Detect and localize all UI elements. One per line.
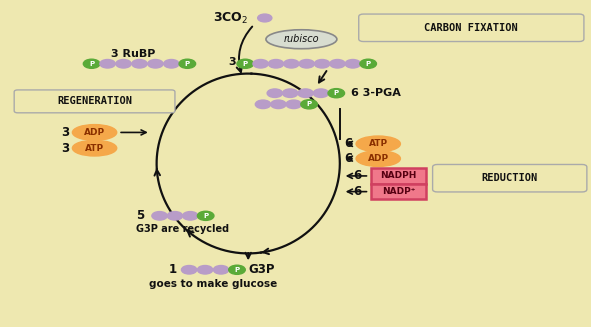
Text: 6: 6 bbox=[353, 185, 362, 198]
Circle shape bbox=[179, 59, 196, 68]
Circle shape bbox=[229, 265, 245, 274]
Circle shape bbox=[298, 89, 313, 97]
Text: REDUCTION: REDUCTION bbox=[482, 173, 538, 183]
Text: 6: 6 bbox=[345, 152, 353, 165]
Text: G3P: G3P bbox=[249, 263, 275, 276]
Text: goes to make glucose: goes to make glucose bbox=[149, 280, 277, 289]
Circle shape bbox=[267, 89, 282, 97]
Circle shape bbox=[345, 60, 361, 68]
Text: NADP⁺: NADP⁺ bbox=[382, 187, 415, 196]
Circle shape bbox=[164, 60, 179, 68]
Text: 3CO$_2$: 3CO$_2$ bbox=[213, 10, 248, 26]
Text: 3 RuBP: 3 RuBP bbox=[111, 49, 155, 59]
Text: rubisco: rubisco bbox=[284, 34, 319, 44]
Text: P: P bbox=[235, 267, 239, 273]
Text: 3: 3 bbox=[61, 142, 69, 155]
Circle shape bbox=[132, 60, 147, 68]
Circle shape bbox=[360, 59, 376, 68]
Text: P: P bbox=[307, 101, 311, 107]
Circle shape bbox=[197, 211, 214, 220]
Circle shape bbox=[83, 59, 100, 68]
Circle shape bbox=[314, 60, 330, 68]
Circle shape bbox=[253, 60, 268, 68]
Text: P: P bbox=[203, 213, 208, 219]
Circle shape bbox=[284, 60, 299, 68]
Text: P: P bbox=[243, 61, 248, 67]
Ellipse shape bbox=[266, 30, 337, 49]
Text: ATP: ATP bbox=[369, 139, 388, 148]
Text: 5: 5 bbox=[137, 209, 145, 222]
Text: 1: 1 bbox=[169, 263, 177, 276]
Text: P: P bbox=[366, 61, 371, 67]
Circle shape bbox=[116, 60, 131, 68]
Circle shape bbox=[152, 212, 167, 220]
Text: 6: 6 bbox=[345, 137, 353, 150]
Ellipse shape bbox=[73, 140, 116, 156]
Circle shape bbox=[237, 59, 254, 68]
Circle shape bbox=[301, 100, 317, 109]
Circle shape bbox=[282, 89, 298, 97]
Text: 3: 3 bbox=[61, 126, 69, 139]
Text: ATP: ATP bbox=[85, 144, 104, 153]
Text: 6: 6 bbox=[353, 169, 362, 182]
Ellipse shape bbox=[356, 151, 401, 166]
FancyBboxPatch shape bbox=[433, 164, 587, 192]
Text: CARBON FIXATION: CARBON FIXATION bbox=[424, 23, 518, 33]
Text: ADP: ADP bbox=[84, 128, 105, 137]
Text: P: P bbox=[334, 90, 339, 96]
Text: 6 3-PGA: 6 3-PGA bbox=[351, 88, 401, 98]
Circle shape bbox=[183, 212, 198, 220]
Circle shape bbox=[181, 266, 197, 274]
FancyBboxPatch shape bbox=[371, 168, 426, 184]
Circle shape bbox=[255, 100, 271, 109]
Circle shape bbox=[268, 60, 284, 68]
Text: G3P are recycled: G3P are recycled bbox=[136, 224, 229, 234]
FancyBboxPatch shape bbox=[14, 90, 175, 113]
Circle shape bbox=[167, 212, 183, 220]
Circle shape bbox=[148, 60, 163, 68]
FancyBboxPatch shape bbox=[359, 14, 584, 42]
FancyBboxPatch shape bbox=[371, 184, 426, 199]
Circle shape bbox=[328, 89, 345, 98]
Circle shape bbox=[299, 60, 314, 68]
Text: P: P bbox=[185, 61, 190, 67]
Text: P: P bbox=[89, 61, 94, 67]
Circle shape bbox=[286, 100, 301, 109]
Circle shape bbox=[197, 266, 213, 274]
Circle shape bbox=[271, 100, 286, 109]
Text: REGENERATION: REGENERATION bbox=[57, 96, 132, 106]
Circle shape bbox=[213, 266, 229, 274]
Text: NADPH: NADPH bbox=[380, 171, 417, 181]
Circle shape bbox=[330, 60, 345, 68]
Ellipse shape bbox=[73, 125, 116, 140]
Text: ADP: ADP bbox=[368, 154, 389, 163]
Circle shape bbox=[313, 89, 329, 97]
Circle shape bbox=[100, 60, 115, 68]
Ellipse shape bbox=[356, 136, 401, 152]
Circle shape bbox=[258, 14, 272, 22]
Text: 3: 3 bbox=[229, 57, 236, 67]
